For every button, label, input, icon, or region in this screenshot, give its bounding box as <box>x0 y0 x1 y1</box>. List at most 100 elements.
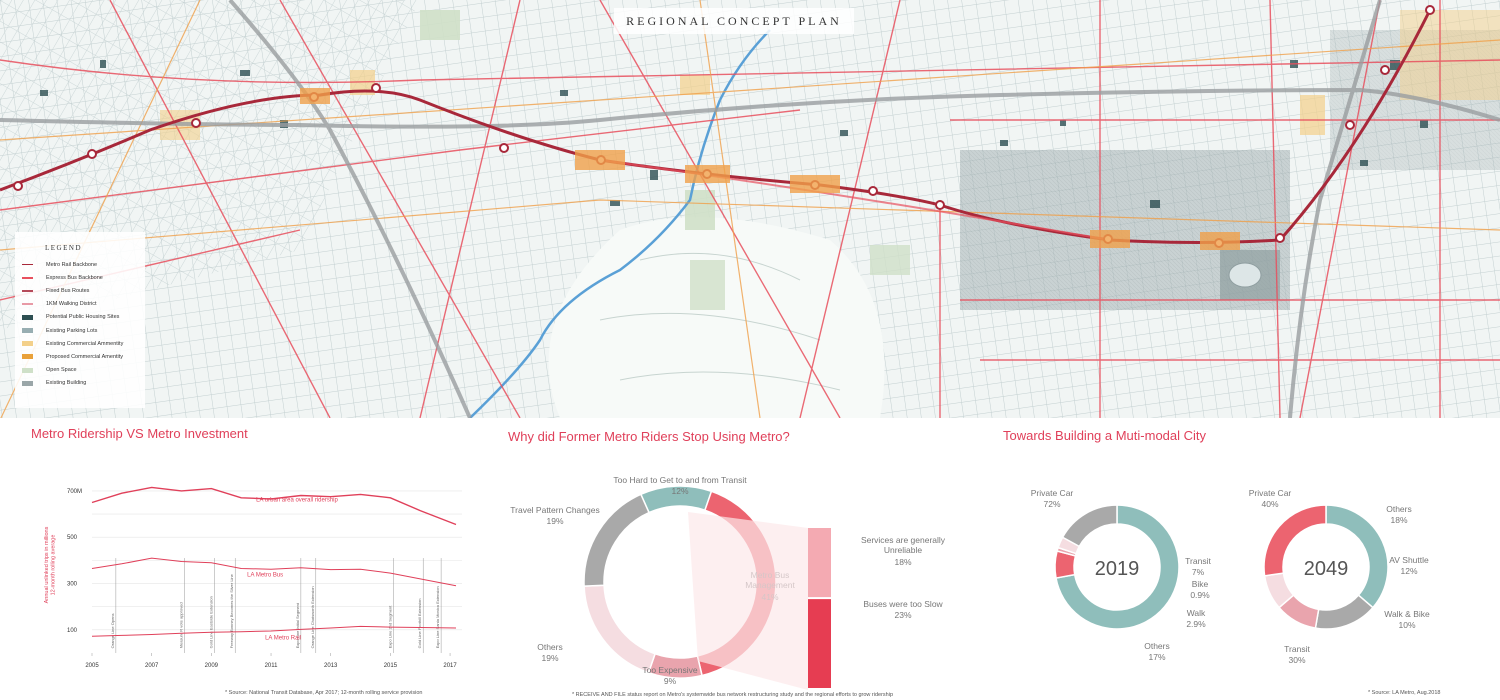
slice-label: Too Hard to Get to and from Transit <box>613 475 747 485</box>
legend-item: 1KM Walking District <box>22 298 145 311</box>
slice-label: Walk <box>1187 608 1206 618</box>
slice-label: Private Car <box>1249 488 1292 498</box>
series-label: LA Metro Bus <box>247 573 283 579</box>
legend-item: Potential Public Housing Sites <box>22 311 145 324</box>
legend-label: Existing Parking Lots <box>46 327 98 334</box>
legend-swatch <box>22 314 33 320</box>
map-title: REGIONAL CONCEPT PLAN <box>614 8 854 34</box>
legend-label: Open Space <box>46 367 77 374</box>
breakdown-label: Buses were too Slow <box>863 599 943 609</box>
x-tick-label: 2015 <box>384 663 398 669</box>
multimodal-title: Towards Building a Muti-modal City <box>1003 428 1207 443</box>
series-line <box>91 486 457 526</box>
legend-label: Existing Building <box>46 380 87 387</box>
legend-swatch <box>22 303 33 305</box>
legend-item: Open Space <box>22 364 145 377</box>
map-legend: LEGEND Metro Rail Backbone Express Bus Ba… <box>15 232 145 408</box>
slice-value: 2.9% <box>1186 619 1206 629</box>
breakdown-connector <box>688 512 808 690</box>
donut-slice <box>1055 504 1180 630</box>
slice-label: Others <box>1386 504 1412 514</box>
donut-slice <box>1325 504 1389 609</box>
event-label: Measure R vote approved <box>179 602 184 648</box>
slice-label: Walk & Bike <box>1384 609 1430 619</box>
slice-label: Too Expensive <box>642 665 698 675</box>
slice-value: 7% <box>1192 567 1205 577</box>
slice-value: 9% <box>664 676 677 686</box>
event-label: Gold Line Eastside Extension <box>208 596 213 648</box>
event-label: Expo Line Santa Monica Extension <box>435 586 440 648</box>
series-line <box>91 557 457 587</box>
series-label: LA Metro Rail <box>265 636 301 642</box>
regional-concept-map[interactable]: REGIONAL CONCEPT PLAN LEGEND Metro Rail … <box>0 0 1500 418</box>
breakdown-label: Services are generally Unreliable <box>861 535 946 555</box>
legend-label: 1KM Walking District <box>46 301 97 308</box>
event-label: Expo Line 2nd Segment <box>387 605 392 649</box>
legend-items: Metro Rail Backbone Express Bus Backbone F… <box>15 258 145 390</box>
slice-label: AV Shuttle <box>1389 555 1429 565</box>
slice-value: 17% <box>1148 652 1165 662</box>
event-label: Expo Line Initial Segment <box>295 602 300 648</box>
ridership-title: Metro Ridership VS Metro Investment <box>31 426 248 441</box>
x-tick-label: 2005 <box>85 663 99 669</box>
slice-label: Transit <box>1185 556 1211 566</box>
ridership-line-chart: 700M 500 300 100 2005 2007 2009 2011 2013 2015 201… <box>44 486 462 669</box>
event-label: Freeway Bonney Becomes the Silver Line <box>229 573 234 648</box>
legend-item: Existing Commercial Ammentity <box>22 337 145 350</box>
slice-value: 72% <box>1043 499 1060 509</box>
slice-value: 19% <box>546 516 563 526</box>
legend-label: Proposed Commercial Amentity <box>46 353 124 360</box>
donut-slice <box>583 584 657 674</box>
breakdown-bar <box>808 528 831 598</box>
legend-swatch <box>22 367 33 373</box>
slice-label: Others <box>1144 641 1170 651</box>
y-tick-label: 700M <box>67 489 82 495</box>
x-tick-label: 2007 <box>145 663 159 669</box>
slice-label: Private Car <box>1031 488 1074 498</box>
breakdown-value: 23% <box>894 610 911 620</box>
donut-slice <box>1061 504 1118 548</box>
legend-label: Potential Public Housing Sites <box>46 314 120 321</box>
y-axis-label: Annual unlinked trips in millions12-mont… <box>44 526 57 603</box>
slice-value: 18% <box>1390 515 1407 525</box>
legend-item: Express Bus Backbone <box>22 271 145 284</box>
legend-swatch <box>22 341 33 347</box>
legend-item: Proposed Commercial Amentity <box>22 350 145 363</box>
multimodal-source-note: * Source: LA Metro, Aug.2018 <box>1368 690 1441 696</box>
x-tick-label: 2017 <box>443 663 457 669</box>
donut-slice <box>1263 504 1327 577</box>
event-label: Orange Line Chatsworth Extension <box>310 586 315 648</box>
survey-donut-chart: Too Hard to Get to and from Transit12%Me… <box>510 475 946 690</box>
legend-swatch <box>22 380 33 386</box>
breakdown-bar <box>808 599 831 688</box>
legend-swatch <box>22 277 33 279</box>
legend-title: LEGEND <box>45 244 82 252</box>
center-label-2049: 2049 <box>1304 558 1349 580</box>
legend-swatch <box>22 328 33 334</box>
legend-swatch <box>22 290 33 292</box>
legend-label: Express Bus Backbone <box>46 274 103 281</box>
slice-value: 0.9% <box>1190 590 1210 600</box>
slice-label: Others <box>537 642 563 652</box>
slice-value: 19% <box>541 653 558 663</box>
legend-item: Existing Building <box>22 377 145 390</box>
series-line <box>91 625 457 637</box>
donut-slice <box>1314 594 1374 630</box>
y-tick-label: 300 <box>67 582 78 588</box>
event-label: Orange Line Opens <box>110 613 115 648</box>
legend-item: Metro Rail Backbone <box>22 258 145 271</box>
slice-label: Transit <box>1284 644 1310 654</box>
x-tick-label: 2009 <box>205 663 219 669</box>
donut-slice <box>583 493 651 587</box>
y-tick-label: 100 <box>67 628 78 634</box>
center-label-2019: 2019 <box>1095 558 1140 580</box>
ridership-source-note: * Source: National Transit Database, Apr… <box>225 690 423 696</box>
x-tick-label: 2013 <box>324 663 338 669</box>
y-tick-label: 500 <box>67 535 78 541</box>
legend-label: Existing Commercial Ammentity <box>46 340 124 347</box>
event-label: Gold Line Foothill Extension <box>417 599 422 649</box>
legend-item: Fixed Bus Routes <box>22 284 145 297</box>
x-tick-label: 2011 <box>265 663 279 669</box>
survey-title: Why did Former Metro Riders Stop Using M… <box>508 429 790 444</box>
slice-value: 30% <box>1288 655 1305 665</box>
